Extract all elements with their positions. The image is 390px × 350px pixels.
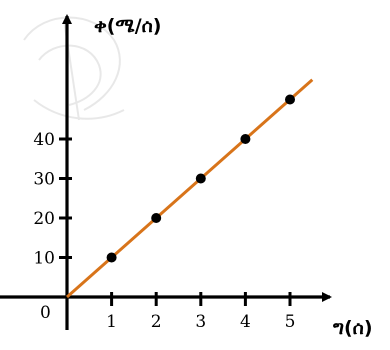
data-point: [106, 252, 117, 263]
x-tick-label: 5: [285, 312, 296, 332]
data-points: [106, 94, 295, 263]
y-tick-label: 20: [33, 209, 55, 229]
x-ticks: 1 2 3 4 5: [106, 292, 295, 332]
data-point: [285, 94, 295, 105]
x-tick-label: 3: [195, 312, 206, 332]
x-tick-label: 4: [240, 312, 251, 332]
x-tick-label: 2: [151, 312, 162, 332]
y-tick-label: 40: [33, 130, 55, 150]
x-axis-title: ግ(ሰ): [333, 317, 373, 339]
data-point: [195, 173, 206, 184]
y-axis-title: ቀ(ሜ/ሰ): [94, 15, 161, 37]
y-tick-label: 30: [33, 170, 55, 190]
data-point: [240, 134, 251, 144]
origin-label: 0: [40, 303, 51, 323]
y-tick-label: 10: [33, 249, 55, 269]
x-tick-label: 1: [106, 312, 117, 332]
data-point: [151, 213, 162, 223]
y-ticks: 10 20 30 40: [33, 130, 72, 269]
best-fit-line: [66, 78, 314, 299]
